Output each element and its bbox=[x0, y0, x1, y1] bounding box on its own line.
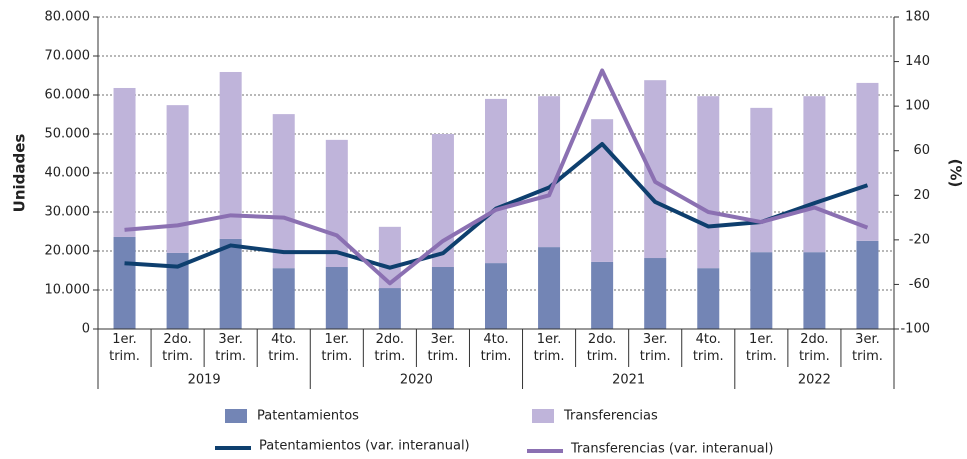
y-tick-label: 0 bbox=[82, 322, 90, 337]
y-tick-label: 10.000 bbox=[45, 283, 91, 298]
bar bbox=[166, 105, 189, 253]
legend-label: Patentamientos bbox=[257, 409, 359, 424]
legend-label: Transferencias bbox=[563, 409, 658, 424]
bar bbox=[166, 252, 189, 329]
y-tick-label: 40.000 bbox=[45, 166, 91, 181]
legend-label: Patentamientos (var. interanual) bbox=[259, 439, 470, 454]
x-tick-label: 3er. trim. bbox=[639, 332, 671, 364]
y-tick-label: 80.000 bbox=[45, 10, 91, 25]
x-tick-label: 1er. trim. bbox=[533, 332, 565, 364]
legend-label: Transferencias (var. interanual) bbox=[570, 442, 773, 457]
bar bbox=[856, 82, 879, 241]
bar bbox=[750, 252, 773, 329]
bar bbox=[325, 266, 348, 329]
bar bbox=[325, 139, 348, 267]
x-tick-label: 2do. trim. bbox=[162, 332, 194, 364]
y-tick-label: 30.000 bbox=[45, 205, 91, 220]
group-label: 2022 bbox=[798, 373, 831, 388]
x-tick-label: 3er. trim. bbox=[427, 332, 459, 364]
bar bbox=[697, 268, 720, 329]
bar bbox=[803, 252, 826, 329]
y-tick-label: 20.000 bbox=[45, 244, 91, 259]
group-label: 2021 bbox=[612, 373, 645, 388]
bar bbox=[378, 288, 401, 329]
y2-tick-label: 60 bbox=[913, 143, 930, 158]
bar bbox=[538, 96, 561, 248]
y2-tick-label: -60 bbox=[909, 277, 930, 292]
bar bbox=[538, 247, 561, 329]
y-tick-label: 70.000 bbox=[45, 49, 91, 64]
y-axis-label: Unidades bbox=[11, 134, 29, 213]
bar bbox=[378, 226, 401, 289]
bar bbox=[644, 258, 667, 329]
bar bbox=[644, 80, 667, 259]
group-label: 2020 bbox=[400, 373, 433, 388]
bar bbox=[485, 98, 507, 264]
y2-tick-label: 20 bbox=[913, 188, 930, 203]
y2-tick-label: -20 bbox=[909, 232, 930, 247]
bar bbox=[113, 236, 136, 329]
bar bbox=[697, 96, 720, 269]
bar bbox=[803, 96, 826, 253]
bar bbox=[272, 114, 295, 269]
x-tick-label: 3er. trim. bbox=[215, 332, 247, 364]
legend-swatch bbox=[532, 409, 554, 423]
y2-tick-label: -100 bbox=[900, 322, 930, 337]
bar bbox=[219, 71, 242, 239]
bar bbox=[856, 240, 879, 329]
x-tick-label: 4to. trim. bbox=[268, 332, 300, 364]
bar bbox=[113, 87, 136, 237]
bar bbox=[219, 238, 242, 329]
bar bbox=[431, 134, 454, 267]
x-tick-label: 1er. trim. bbox=[109, 332, 140, 364]
bar bbox=[591, 261, 614, 329]
x-tick-label: 1er. trim. bbox=[321, 332, 353, 364]
legend-swatch bbox=[225, 409, 247, 423]
bar bbox=[750, 107, 773, 253]
x-tick-label: 2do. trim. bbox=[798, 332, 830, 364]
x-tick-label: 3er. trim. bbox=[852, 332, 883, 364]
y2-tick-label: 100 bbox=[905, 99, 930, 114]
y-tick-label: 50.000 bbox=[45, 127, 91, 142]
x-tick-label: 2do. trim. bbox=[586, 332, 618, 364]
x-tick-label: 1er. trim. bbox=[745, 332, 777, 364]
line-series bbox=[124, 68, 869, 286]
y-tick-label: 60.000 bbox=[45, 88, 91, 103]
y2-tick-label: 180 bbox=[905, 10, 930, 25]
x-tick-label: 4to. trim. bbox=[480, 332, 512, 364]
y2-axis-label: (%) bbox=[947, 159, 965, 188]
bar bbox=[485, 263, 507, 329]
bar bbox=[591, 119, 614, 262]
x-tick-label: 2do. trim. bbox=[374, 332, 406, 364]
x-tick-label: 4to. trim. bbox=[692, 332, 724, 364]
bar bbox=[431, 266, 454, 329]
y2-tick-label: 140 bbox=[905, 54, 930, 69]
group-label: 2019 bbox=[188, 373, 221, 388]
bar bbox=[272, 268, 295, 329]
